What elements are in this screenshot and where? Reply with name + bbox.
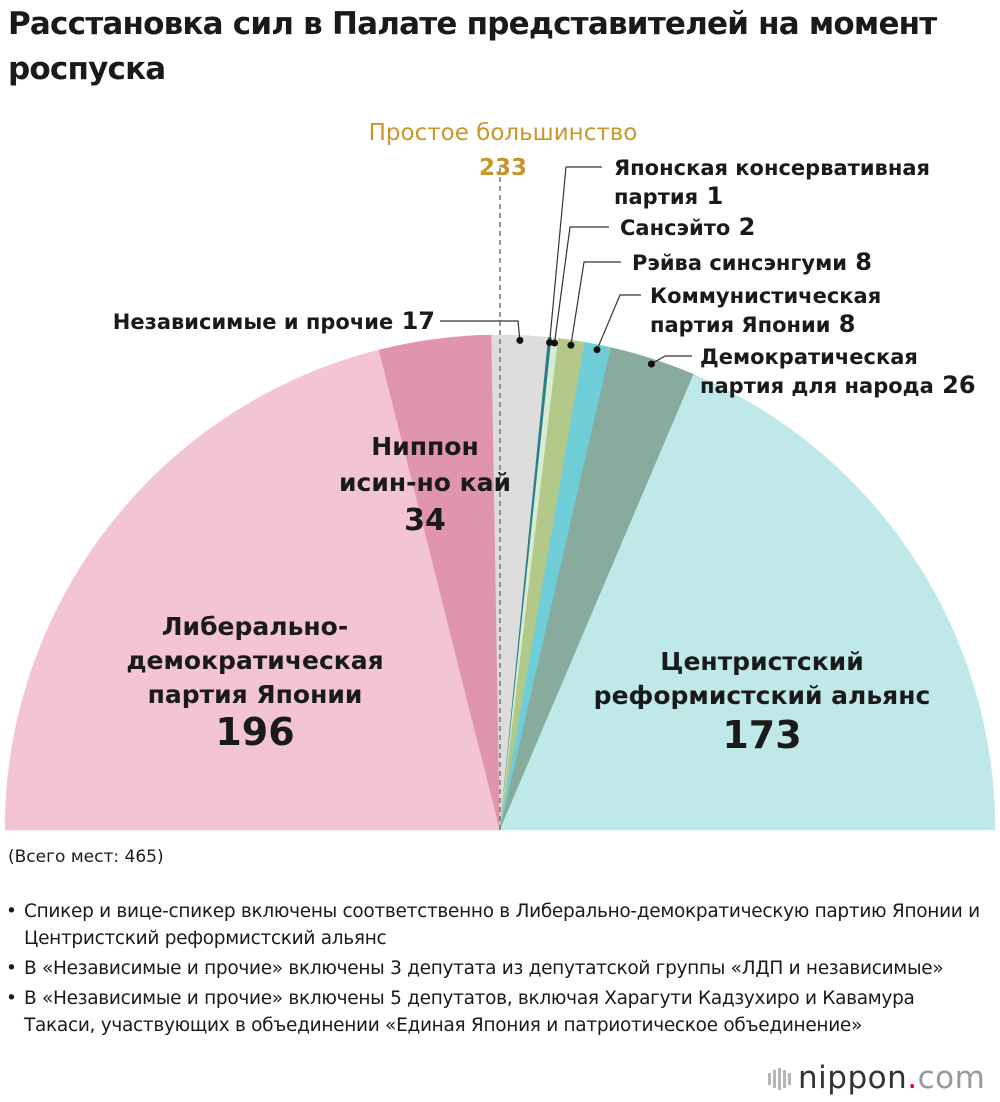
leader-line <box>596 294 641 350</box>
majority-value: 233 <box>479 155 527 181</box>
note-item: В «Независимые и прочие» включены 5 депу… <box>6 985 981 1039</box>
chart-title: Расстановка сил в Палате представителей … <box>8 6 937 87</box>
label-демократическая-партия-для-народа-line: Демократическая <box>700 345 918 369</box>
leader-dot <box>567 341 575 349</box>
label-центристский-реформистский-альянс: Центристский реформистский альянс <box>594 647 931 710</box>
label-либерально-демократическая-партия-японии-line: партия Японии <box>148 680 363 709</box>
label-либерально-демократическая-партия-японии-line: демократическая <box>126 646 383 675</box>
label-центристский-реформистский-альянс-line: реформистский альянс <box>594 681 931 710</box>
logo-dot: . <box>907 1060 918 1096</box>
label-сансэйто-line: Сансэйто <box>620 216 730 240</box>
label-рэйва-синсэнгуми-value: 8 <box>847 248 872 276</box>
label-независимые-и-прочие: Независимые и прочие 17 <box>113 307 435 335</box>
label-демократическая-партия-для-народа-value: 26 <box>934 371 976 399</box>
label-японская-консервативная-партия-line: Японская консервативная <box>614 156 930 180</box>
label-демократическая-партия-для-народа: Демократическая партия для народа 26 <box>700 345 976 399</box>
leader-line <box>553 226 609 344</box>
leader-line <box>570 261 621 346</box>
leader-dot <box>647 360 655 368</box>
notes-list: Спикер и вице-спикер включены соответств… <box>6 898 981 1042</box>
note-item: В «Независимые и прочие» включены 3 депу… <box>6 955 981 982</box>
logo-name: nippon <box>798 1060 908 1096</box>
label-ниппон-исин-но-кай-value: 34 <box>404 503 446 538</box>
label-демократическая-партия-для-народа-line: партия для народа <box>700 374 934 398</box>
label-независимые-и-прочие-line: Независимые и прочие <box>113 310 393 334</box>
label-либерально-демократическая-партия-японии-line: Либерально- <box>162 612 348 641</box>
majority-label: Простое большинство <box>369 120 638 146</box>
label-центристский-реформистский-альянс-line: Центристский <box>660 647 863 676</box>
label-ниппон-исин-но-кай-line: Ниппон <box>371 432 478 461</box>
label-центристский-реформистский-альянс-value: 173 <box>722 713 801 757</box>
logo-bars-icon <box>768 1068 791 1090</box>
label-японская-консервативная-партия: Японская консервативная партия 1 <box>614 156 930 210</box>
label-японская-консервативная-партия-line: партия <box>614 185 698 209</box>
total-seats-label: (Всего мест: 465) <box>8 847 164 867</box>
leader-line <box>651 355 692 365</box>
label-коммунистическая-партия-японии-value: 8 <box>830 310 855 338</box>
leader-dot <box>516 336 524 344</box>
seat-chart: Простое большинство 233 Либерально-демокра… <box>4 120 996 831</box>
leader-line <box>440 320 521 341</box>
label-ниппон-исин-но-кай: Ниппон исин-но кай <box>339 432 511 497</box>
label-сансэйто: Сансэйто 2 <box>620 213 755 241</box>
label-независимые-и-прочие-value: 17 <box>393 307 435 335</box>
wedge-либерально-демократическая-партия-японии <box>4 349 501 831</box>
label-ниппон-исин-но-кай-line: исин-но кай <box>339 468 511 497</box>
leader-dot <box>551 339 558 347</box>
label-сансэйто-value: 2 <box>730 213 755 241</box>
label-рэйва-синсэнгуми-line: Рэйва синсэнгуми <box>632 251 847 275</box>
label-коммунистическая-партия-японии: Коммунистическая партия Японии 8 <box>650 284 881 338</box>
logo-wordmark: nippon.com <box>798 1058 985 1098</box>
label-японская-консервативная-партия-value: 1 <box>698 182 723 210</box>
logo-tld: com <box>917 1060 986 1096</box>
label-рэйва-синсэнгуми: Рэйва синсэнгуми 8 <box>632 248 872 276</box>
label-либерально-демократическая-партия-японии-value: 196 <box>215 710 294 754</box>
label-коммунистическая-партия-японии-line: Коммунистическая <box>650 284 881 308</box>
leader-dot <box>593 346 601 354</box>
leader-line <box>549 166 602 343</box>
wedge-центристский-реформистский-альянс <box>499 374 996 831</box>
label-коммунистическая-партия-японии-line: партия Японии <box>650 313 830 337</box>
nippon-logo: nippon.com <box>768 1058 996 1098</box>
label-либерально-демократическая-партия-японии: Либерально-демократическая партия Японии <box>126 612 383 709</box>
note-item: Спикер и вице-спикер включены соответств… <box>6 898 981 952</box>
